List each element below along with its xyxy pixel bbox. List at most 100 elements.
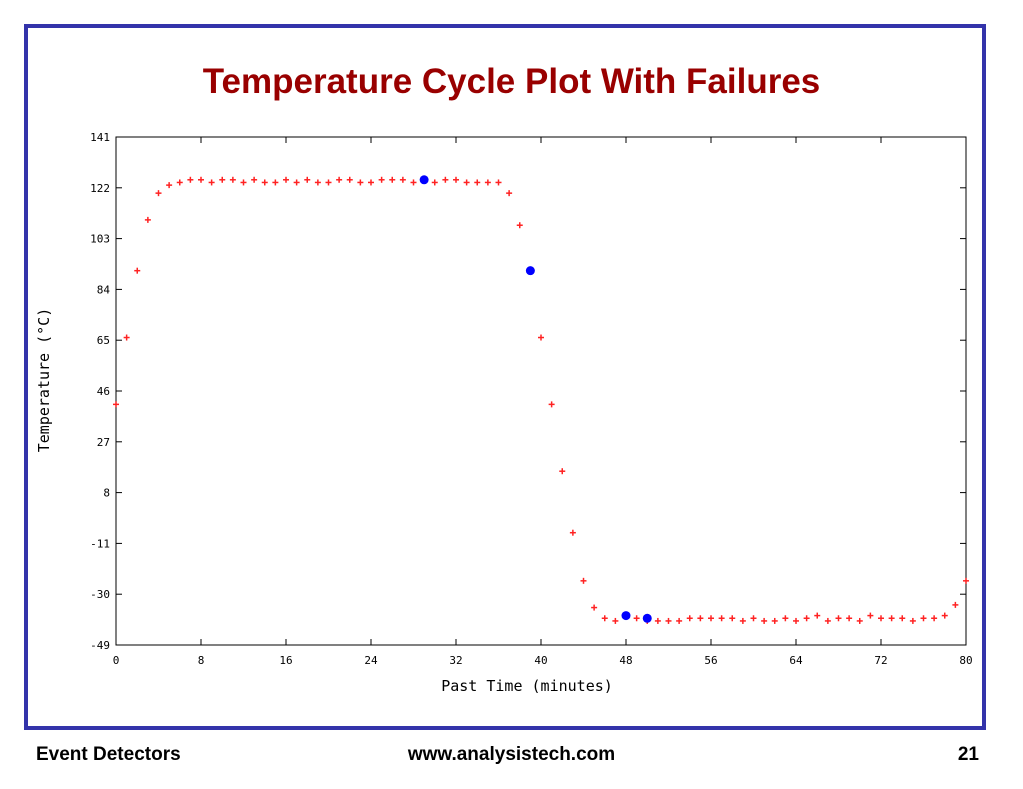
temperature-point — [187, 176, 194, 183]
temperature-point — [548, 401, 555, 408]
x-tick-label: 8 — [198, 654, 205, 667]
temperature-point — [697, 615, 704, 622]
temperature-point — [803, 615, 810, 622]
temperature-point — [357, 179, 364, 186]
temperature-point — [633, 615, 640, 622]
temperature-point — [442, 176, 449, 183]
temperature-point — [325, 179, 332, 186]
temperature-point — [293, 179, 300, 186]
failure-point — [525, 266, 535, 276]
temperature-point — [474, 179, 481, 186]
temperature-point — [654, 617, 661, 624]
x-axis-label: Past Time (minutes) — [441, 677, 613, 695]
temperature-point — [283, 176, 289, 183]
y-tick-label: 103 — [90, 233, 110, 246]
temperature-point — [346, 176, 353, 183]
temperature-point — [591, 604, 598, 611]
temperature-point — [665, 617, 672, 624]
temperature-point — [761, 617, 768, 624]
slide-title: Temperature Cycle Plot With Failures — [202, 62, 821, 101]
temperature-point — [835, 615, 842, 622]
y-tick-label: -49 — [90, 639, 110, 652]
temperature-point — [229, 176, 236, 183]
temperature-point — [378, 176, 385, 183]
temperature-point — [867, 612, 874, 619]
temperature-point — [856, 617, 863, 624]
x-tick-label: 72 — [874, 654, 887, 667]
temperature-point — [708, 615, 714, 622]
x-tick-label: 40 — [534, 654, 547, 667]
temperature-point — [771, 617, 778, 624]
y-tick-label: -30 — [90, 588, 110, 601]
footer-website: www.analysistech.com — [407, 744, 616, 765]
temperature-point — [453, 176, 459, 183]
temperature-point — [410, 179, 417, 186]
temperature-point — [899, 615, 906, 622]
temperature-point — [782, 615, 789, 622]
temperature-point — [814, 612, 821, 619]
plot-area — [115, 136, 967, 646]
axis-ticks: 0 8 16 24 32 40 48 56 64 72 80 -49 -30 -11 8 27 46 65 84 10… — [90, 131, 973, 667]
temperature-point — [272, 179, 279, 186]
temperature-point — [176, 179, 183, 186]
data-points — [113, 175, 969, 624]
x-tick-label: 64 — [789, 654, 803, 667]
temperature-point — [909, 617, 916, 624]
temperature-point — [750, 615, 757, 622]
temperature-point — [304, 176, 311, 183]
temperature-point — [963, 577, 969, 584]
temperature-point — [920, 615, 927, 622]
temperature-point — [676, 617, 683, 624]
y-tick-label: 46 — [97, 385, 110, 398]
y-tick-label: 122 — [90, 182, 110, 195]
temperature-point — [824, 617, 831, 624]
y-tick-label: 84 — [97, 283, 111, 296]
temperature-point — [729, 615, 736, 622]
page-number: 21 — [957, 744, 979, 765]
x-tick-label: 56 — [704, 654, 717, 667]
temperature-point — [686, 615, 693, 622]
temperature-point — [612, 617, 619, 624]
temperature-point — [559, 468, 566, 475]
x-tick-label: 24 — [364, 654, 378, 667]
temperature-point — [601, 615, 608, 622]
y-axis-label: Temperature (°C) — [35, 308, 53, 453]
temperature-point — [431, 179, 438, 186]
failure-point — [419, 175, 429, 185]
temperature-point — [240, 179, 247, 186]
temperature-point — [941, 612, 948, 619]
temperature-point — [134, 267, 141, 274]
x-tick-label: 0 — [113, 654, 120, 667]
temperature-point — [888, 615, 895, 622]
temperature-point — [538, 334, 544, 341]
y-tick-label: 27 — [97, 436, 110, 449]
temperature-point — [569, 529, 576, 536]
temperature-point — [516, 222, 523, 229]
temperature-point — [506, 190, 513, 197]
temperature-point — [198, 176, 204, 183]
temperature-point — [251, 176, 258, 183]
footer-left-label: Event Detectors — [36, 744, 181, 765]
temperature-point — [208, 179, 215, 186]
temperature-point — [113, 401, 119, 408]
temperature-point — [718, 615, 725, 622]
x-tick-label: 80 — [959, 654, 972, 667]
x-tick-label: 48 — [619, 654, 632, 667]
temperature-point — [878, 615, 884, 622]
temperature-point — [123, 334, 130, 341]
failure-point — [642, 613, 652, 623]
temperature-point — [495, 179, 502, 186]
temperature-point — [846, 615, 853, 622]
temperature-point — [399, 176, 406, 183]
temperature-point — [484, 179, 491, 186]
temperature-point — [952, 601, 959, 608]
temperature-point — [463, 179, 470, 186]
temperature-point — [368, 179, 374, 186]
temperature-point — [739, 617, 746, 624]
y-tick-label: 8 — [103, 487, 110, 500]
temperature-point — [793, 617, 799, 624]
temperature-point — [931, 615, 938, 622]
y-tick-label: 141 — [90, 131, 110, 144]
temperature-point — [219, 176, 226, 183]
failure-point — [621, 611, 631, 621]
